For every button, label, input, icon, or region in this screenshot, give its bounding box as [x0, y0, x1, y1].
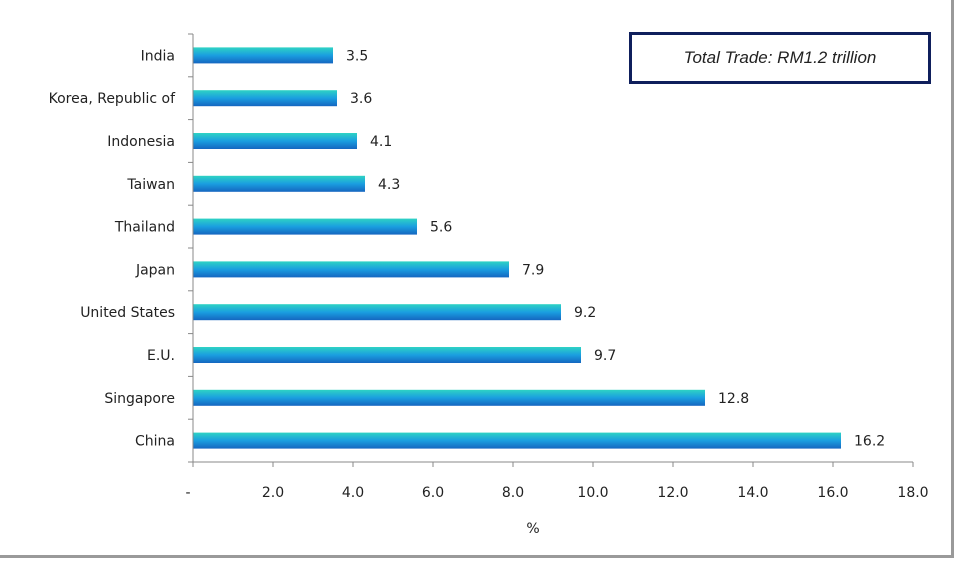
- category-label: United States: [80, 305, 175, 321]
- value-label: 16.2: [854, 434, 885, 450]
- x-tick-label: 14.0: [737, 485, 768, 501]
- total-trade-annotation: Total Trade: RM1.2 trillion: [629, 32, 931, 84]
- value-label: 5.6: [430, 220, 452, 236]
- value-label: 7.9: [522, 262, 544, 278]
- category-label: Japan: [135, 262, 175, 278]
- category-label: Korea, Republic of: [49, 91, 176, 107]
- bar-2: [193, 133, 357, 149]
- x-axis-label: %: [526, 521, 539, 537]
- value-label: 3.5: [346, 48, 368, 64]
- category-label: Singapore: [104, 391, 175, 407]
- x-tick-label: 2.0: [262, 485, 284, 501]
- category-label: Taiwan: [126, 177, 175, 193]
- bar-6: [193, 304, 561, 321]
- category-label: Thailand: [114, 220, 175, 236]
- bar-9: [193, 432, 841, 449]
- bar-0: [193, 47, 333, 64]
- value-label: 4.3: [378, 177, 400, 193]
- bar-3: [193, 175, 365, 192]
- x-tick-label: 12.0: [657, 485, 688, 501]
- bar-7: [193, 347, 581, 363]
- category-label: Indonesia: [107, 134, 175, 150]
- category-label: E.U.: [147, 348, 175, 364]
- value-label: 4.1: [370, 134, 392, 150]
- bar-5: [193, 261, 509, 278]
- bar-1: [193, 90, 337, 107]
- value-label: 12.8: [718, 391, 749, 407]
- x-tick-label: 16.0: [817, 485, 848, 501]
- value-label: 9.2: [574, 305, 596, 321]
- x-tick-label: 18.0: [897, 485, 928, 501]
- x-tick-label: -: [185, 485, 190, 501]
- value-label: 9.7: [594, 348, 616, 364]
- x-tick-label: 10.0: [577, 485, 608, 501]
- bar-8: [193, 389, 705, 406]
- x-tick-label: 6.0: [422, 485, 444, 501]
- bar-4: [193, 218, 417, 235]
- category-label: India: [141, 48, 175, 64]
- x-tick-label: 4.0: [342, 485, 364, 501]
- x-tick-label: 8.0: [502, 485, 524, 501]
- category-label: China: [135, 434, 175, 450]
- value-label: 3.6: [350, 91, 372, 107]
